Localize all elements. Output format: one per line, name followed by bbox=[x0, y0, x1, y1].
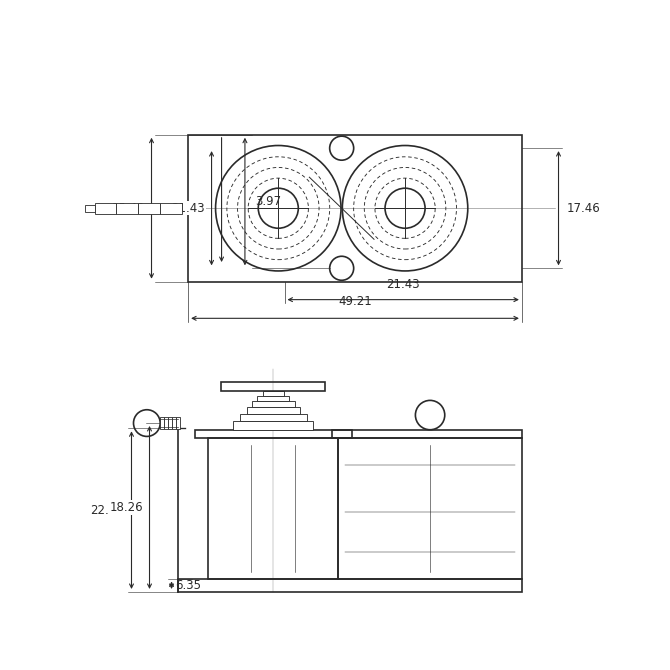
Bar bbox=[138, 203, 160, 214]
Text: 21.43: 21.43 bbox=[387, 278, 420, 291]
Bar bbox=[164, 417, 168, 429]
Bar bbox=[195, 429, 352, 438]
Text: 49.21: 49.21 bbox=[338, 295, 372, 308]
Bar bbox=[168, 417, 172, 429]
Text: 25.40: 25.40 bbox=[111, 202, 145, 214]
Text: 6.35: 6.35 bbox=[175, 579, 201, 592]
Bar bbox=[178, 578, 522, 592]
Bar bbox=[240, 414, 307, 421]
Bar bbox=[117, 203, 138, 214]
Bar bbox=[233, 421, 314, 429]
Bar bbox=[160, 417, 164, 429]
Text: 3.97: 3.97 bbox=[255, 195, 281, 208]
Text: 18.26: 18.26 bbox=[109, 501, 143, 514]
Bar bbox=[338, 438, 522, 578]
Bar bbox=[332, 429, 522, 438]
Bar bbox=[252, 401, 295, 407]
Bar bbox=[85, 205, 94, 212]
Bar bbox=[208, 438, 338, 578]
Bar bbox=[263, 391, 284, 396]
Bar bbox=[221, 383, 326, 391]
Bar bbox=[160, 203, 182, 214]
Text: 22.23: 22.23 bbox=[90, 504, 123, 517]
Bar bbox=[94, 203, 117, 214]
Bar bbox=[172, 417, 176, 429]
Bar bbox=[257, 396, 289, 401]
Bar bbox=[247, 407, 300, 414]
Text: 17.46: 17.46 bbox=[567, 202, 600, 214]
Bar bbox=[176, 417, 180, 429]
Text: 21.43: 21.43 bbox=[172, 202, 205, 214]
Bar bbox=[188, 135, 522, 281]
